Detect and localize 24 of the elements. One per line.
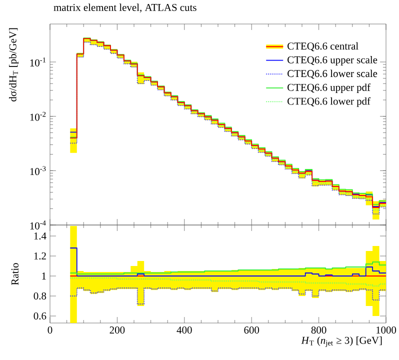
x-tick-label: 1000 bbox=[376, 326, 396, 334]
x-tick-label: 600 bbox=[244, 326, 260, 334]
y-tick-label: 0.6 bbox=[34, 312, 46, 320]
x-tick-label: 0 bbox=[48, 326, 52, 334]
y-tick-label: 1 bbox=[42, 272, 46, 280]
y-axis-title: Ratio bbox=[11, 263, 18, 286]
legend-label: CTEQ6.6 upper pdf bbox=[288, 83, 371, 94]
y-tick-label: 10$^{-1}$ bbox=[30, 58, 46, 66]
y-tick-label: 1.2 bbox=[34, 252, 46, 260]
y-axis-title: dσ/dH$_{T}$ [pb/GeV] bbox=[9, 28, 18, 102]
y-tick-label: 0.8 bbox=[34, 292, 46, 300]
y-tick-label: 10$^{-4}$ bbox=[30, 220, 46, 230]
x-tick-label: 200 bbox=[110, 326, 125, 334]
legend-label: CTEQ6.6 central bbox=[288, 42, 358, 52]
legend-label: CTEQ6.6 upper scale bbox=[288, 56, 378, 66]
legend-label: CTEQ6.6 lower scale bbox=[288, 70, 378, 79]
y-tick-label: 1.4 bbox=[34, 232, 46, 240]
chart-title: matrix element level, ATLAS cuts bbox=[54, 4, 196, 13]
x-tick-label: 400 bbox=[176, 326, 192, 334]
y-tick-label: 10$^{-2}$ bbox=[30, 112, 46, 121]
y-tick-label: 10$^{-3}$ bbox=[30, 166, 46, 176]
legend-label: CTEQ6.6 lower pdf bbox=[288, 97, 371, 107]
x-tick-label: 800 bbox=[311, 326, 326, 334]
x-axis-title: H$_{T}$ (n$_{jet}$ ≥ 3) [GeV] bbox=[301, 336, 382, 347]
